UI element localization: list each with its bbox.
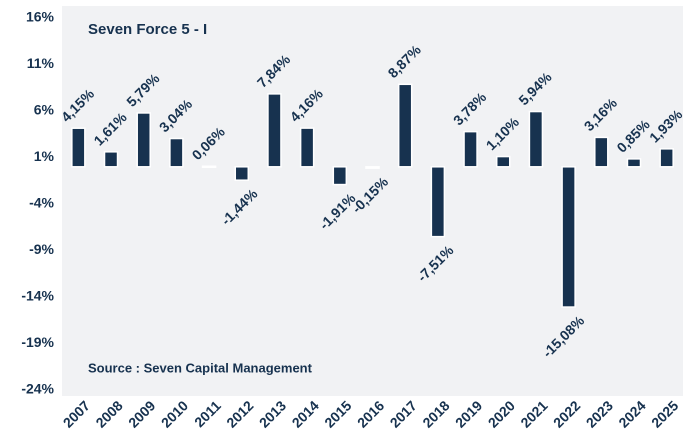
bar bbox=[234, 166, 250, 181]
y-tick-label: 6% bbox=[34, 102, 55, 118]
bar bbox=[169, 137, 184, 168]
y-tick-label: 11% bbox=[27, 55, 55, 71]
bar bbox=[103, 151, 119, 168]
chart-title: Seven Force 5 - I bbox=[88, 21, 207, 38]
x-tick-label: 2014 bbox=[289, 397, 322, 430]
x-tick-label: 2011 bbox=[191, 397, 224, 430]
x-tick-label: 2009 bbox=[125, 397, 158, 430]
x-tick-label: 2015 bbox=[321, 397, 354, 430]
bar bbox=[495, 155, 511, 168]
y-tick-label: -14% bbox=[21, 288, 54, 304]
plot-background bbox=[62, 6, 683, 396]
x-tick-label: 2019 bbox=[452, 397, 485, 430]
x-tick-label: 2020 bbox=[485, 397, 518, 430]
bar bbox=[626, 158, 642, 168]
bar bbox=[71, 127, 86, 168]
y-tick-label: -24% bbox=[21, 381, 54, 397]
x-tick-label: 2007 bbox=[60, 397, 93, 430]
bar bbox=[201, 165, 217, 168]
bar bbox=[463, 130, 478, 168]
bar bbox=[594, 136, 609, 168]
x-tick-label: 2012 bbox=[223, 397, 256, 430]
y-tick-label: -4% bbox=[29, 195, 54, 211]
x-tick-label: 2010 bbox=[158, 397, 191, 430]
y-tick-label: 16% bbox=[26, 9, 55, 25]
x-tick-label: 2008 bbox=[92, 397, 125, 430]
x-tick-label: 2023 bbox=[583, 397, 616, 430]
bar bbox=[299, 127, 315, 168]
bar bbox=[136, 112, 151, 168]
y-tick-label: 1% bbox=[34, 148, 55, 164]
bar bbox=[659, 148, 674, 168]
bar bbox=[365, 166, 380, 169]
x-tick-label: 2017 bbox=[387, 397, 420, 430]
bar bbox=[430, 166, 446, 238]
x-tick-label: 2025 bbox=[648, 397, 681, 430]
x-tick-label: 2024 bbox=[615, 397, 648, 430]
x-tick-label: 2018 bbox=[419, 397, 452, 430]
y-tick-label: -19% bbox=[21, 334, 54, 350]
source-note: Source : Seven Capital Management bbox=[88, 360, 313, 375]
x-tick-label: 2016 bbox=[354, 397, 387, 430]
bar bbox=[397, 83, 413, 168]
y-tick-label: -9% bbox=[29, 241, 54, 257]
bar bbox=[332, 166, 348, 186]
x-tick-label: 2013 bbox=[256, 397, 289, 430]
bar bbox=[561, 166, 576, 308]
x-tick-label: 2021 bbox=[517, 397, 550, 430]
x-tick-label: 2022 bbox=[550, 397, 583, 430]
bar bbox=[528, 110, 544, 168]
bar bbox=[267, 93, 282, 168]
